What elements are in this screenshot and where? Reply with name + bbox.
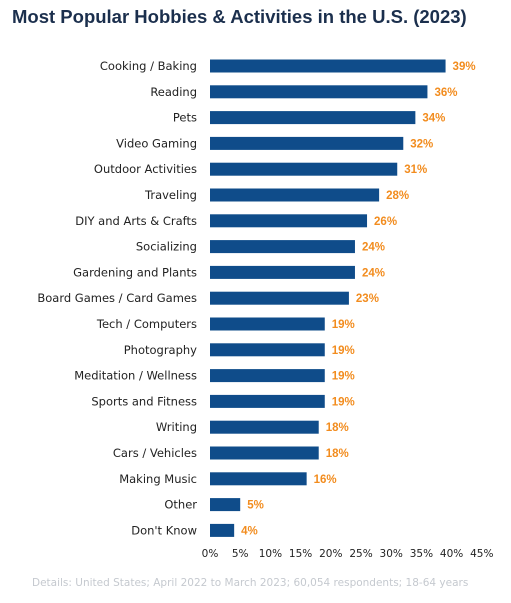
value-label: 19%: [332, 371, 355, 383]
category-label: Don't Know: [131, 523, 197, 537]
bar: [210, 317, 325, 331]
value-label: 26%: [374, 216, 397, 228]
category-label: Cars / Vehicles: [113, 446, 197, 460]
x-tick-label: 15%: [289, 548, 312, 560]
x-tick-label: 25%: [349, 548, 372, 560]
value-label: 36%: [434, 87, 457, 99]
value-label: 19%: [332, 319, 355, 331]
category-label: Meditation / Wellness: [74, 369, 197, 383]
bar: [210, 188, 380, 202]
x-tick-label: 35%: [410, 548, 433, 560]
category-label: Board Games / Card Games: [37, 291, 197, 305]
bar: [210, 523, 235, 537]
value-label: 4%: [241, 525, 258, 537]
category-label: Writing: [156, 420, 197, 434]
bar: [210, 240, 355, 254]
footnote: Details: United States; April 2022 to Ma…: [32, 577, 469, 589]
category-label: Socializing: [136, 240, 197, 254]
category-label: Sports and Fitness: [91, 394, 197, 408]
category-label: Photography: [124, 343, 197, 357]
bar: [210, 214, 368, 228]
bar: [210, 162, 398, 176]
bar: [210, 472, 307, 486]
category-label: Outdoor Activities: [94, 162, 197, 176]
value-label: 23%: [356, 293, 379, 305]
x-tick-label: 10%: [259, 548, 282, 560]
value-label: 5%: [247, 500, 264, 512]
x-tick-label: 45%: [470, 548, 493, 560]
bar: [210, 498, 241, 512]
bar: [210, 394, 325, 408]
chart-title: Most Popular Hobbies & Activities in the…: [12, 6, 467, 27]
value-label: 28%: [386, 190, 409, 202]
value-label: 31%: [404, 164, 427, 176]
bar: [210, 59, 446, 73]
category-label: Making Music: [119, 472, 197, 486]
category-label: Pets: [173, 111, 197, 125]
x-tick-label: 20%: [319, 548, 342, 560]
bar: [210, 446, 319, 460]
category-label: DIY and Arts & Crafts: [75, 214, 197, 228]
bar: [210, 420, 319, 434]
x-tick-label: 40%: [440, 548, 463, 560]
value-label: 19%: [332, 396, 355, 408]
bar: [210, 136, 404, 150]
value-label: 32%: [410, 138, 433, 150]
value-label: 19%: [332, 345, 355, 357]
value-label: 24%: [362, 267, 385, 279]
value-label: 18%: [326, 422, 349, 434]
category-label: Reading: [150, 85, 197, 99]
category-label: Video Gaming: [116, 136, 197, 150]
bar: [210, 111, 416, 125]
value-label: 16%: [314, 474, 337, 486]
bar: [210, 343, 325, 357]
x-tick-label: 5%: [232, 548, 249, 560]
value-label: 39%: [453, 61, 476, 73]
x-tick-label: 30%: [380, 548, 403, 560]
bar: [210, 85, 428, 99]
category-label: Tech / Computers: [96, 317, 197, 331]
value-label: 18%: [326, 448, 349, 460]
category-label: Other: [164, 498, 197, 512]
value-label: 34%: [422, 113, 445, 125]
bar: [210, 291, 349, 305]
category-label: Gardening and Plants: [73, 265, 197, 279]
x-tick-label: 0%: [202, 548, 219, 560]
category-label: Traveling: [144, 188, 197, 202]
bar: [210, 369, 325, 383]
value-label: 24%: [362, 242, 385, 254]
category-label: Cooking / Baking: [100, 59, 197, 73]
bar: [210, 265, 355, 279]
